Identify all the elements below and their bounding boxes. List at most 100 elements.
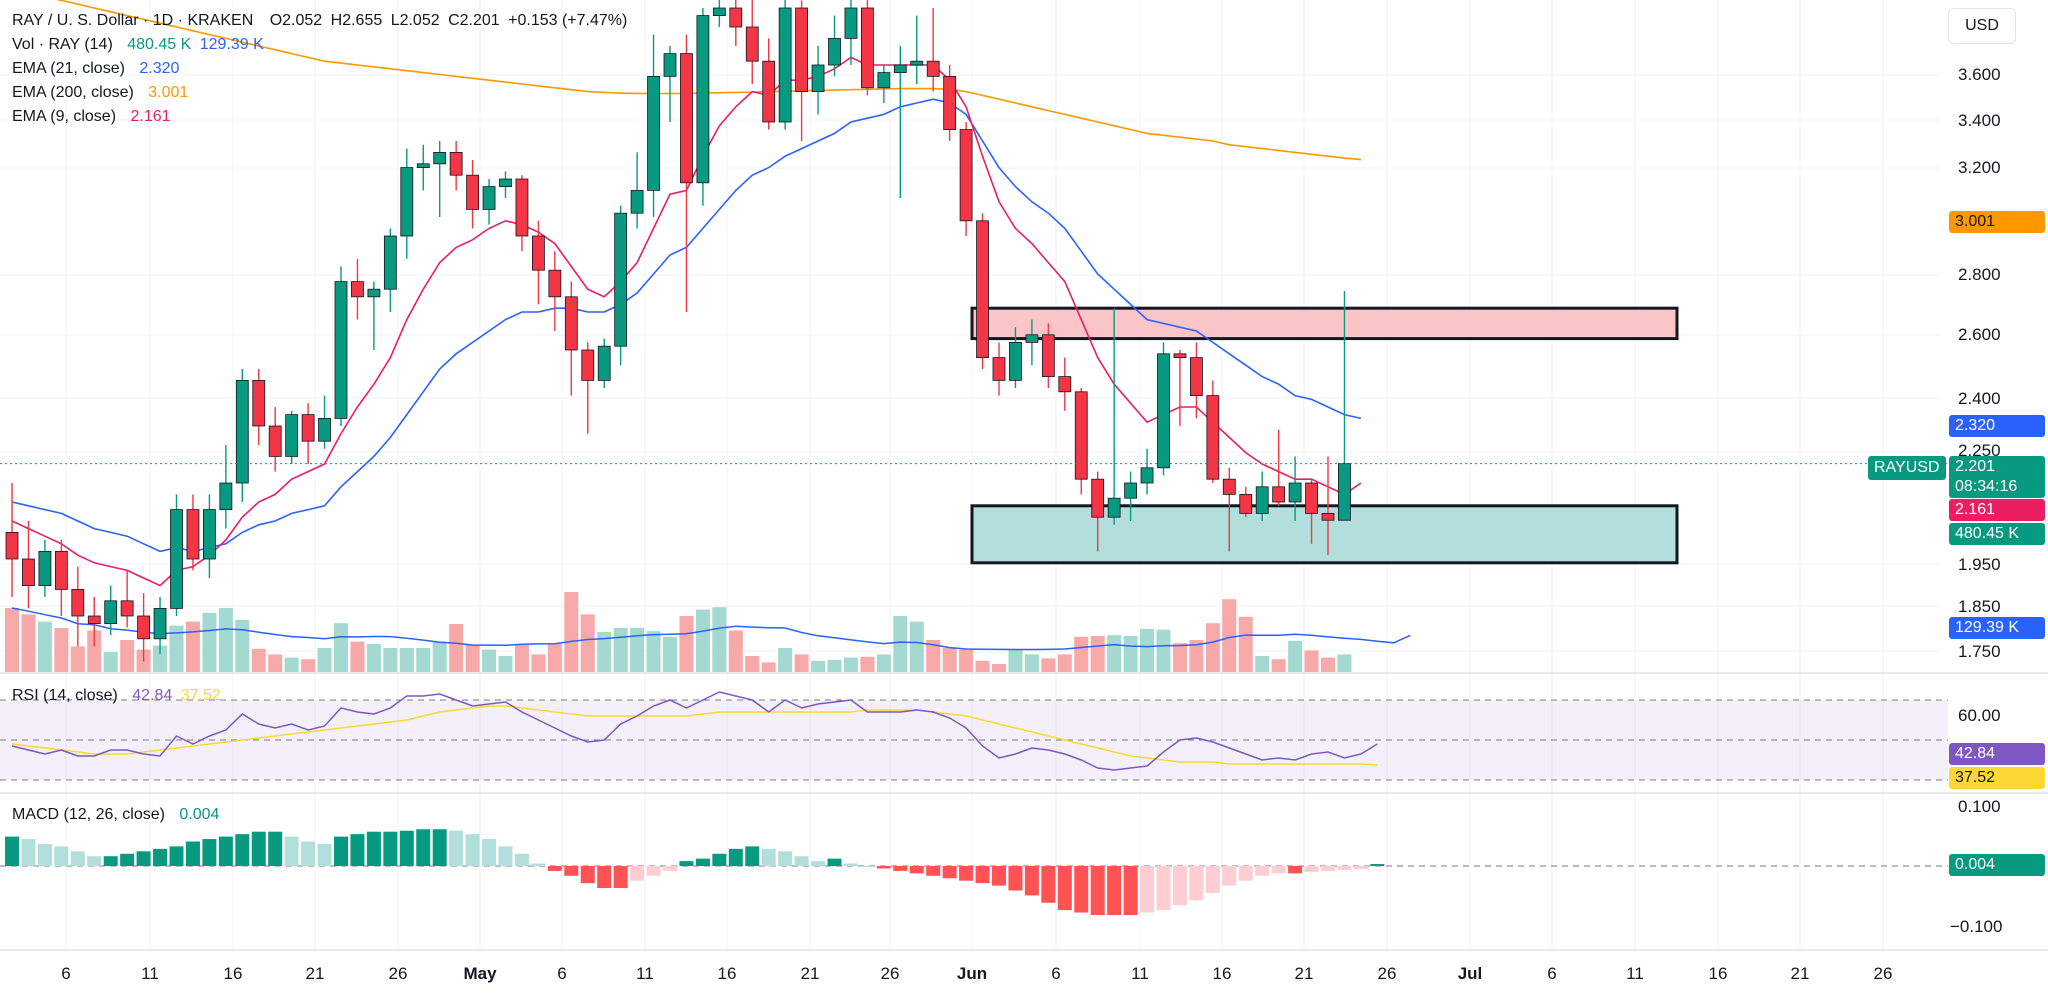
time-tick: 11: [141, 964, 159, 983]
volume-bar: [218, 608, 233, 672]
macd-bar: [1205, 866, 1220, 893]
volume-bar: [21, 614, 36, 672]
time-tick: 26: [1873, 964, 1893, 983]
candle-down: [54, 551, 68, 590]
rsi-axis-label: 42.84: [1949, 743, 2045, 765]
volume-bar: [87, 630, 102, 672]
currency-button[interactable]: USD: [1948, 8, 2016, 44]
candle-up: [400, 167, 414, 237]
macd-bar: [1271, 866, 1286, 874]
time-tick: 26: [880, 964, 900, 983]
candle-up: [104, 600, 118, 624]
candle-down: [1190, 357, 1203, 397]
candle-up: [597, 345, 611, 381]
volume-bar: [630, 628, 645, 672]
volume-bar: [876, 654, 891, 672]
macd-bar: [745, 846, 760, 866]
macd-bar: [597, 866, 612, 889]
vol-legend[interactable]: Vol · RAY (14) 480.45 K 129.39 K: [12, 36, 268, 54]
ema200-legend[interactable]: EMA (200, close) 3.001: [12, 84, 192, 102]
candle-up: [383, 235, 397, 290]
candle-up: [1255, 486, 1269, 514]
candle-up: [235, 379, 249, 484]
time-tick: 6: [1051, 964, 1061, 983]
ema9-axis-label: 2.161: [1949, 499, 2045, 521]
volume-bar: [284, 657, 299, 672]
volume-bar: [1189, 640, 1204, 672]
volume-bar: [5, 608, 19, 672]
volume-bar: [301, 659, 316, 672]
symbol-title[interactable]: RAY / U. S. Dollar · 1D · KRAKEN: [12, 12, 254, 29]
bar-countdown: 08:34:16: [1955, 478, 2018, 495]
candle-down: [745, 26, 759, 62]
macd-bar: [909, 866, 924, 874]
header-legend: RAY / U. S. Dollar · 1D · KRAKEN O2.052 …: [12, 12, 631, 30]
time-tick: 16: [1708, 964, 1728, 983]
price-tick: 2.250: [1958, 441, 2001, 460]
volume-bar: [745, 656, 760, 672]
candle-up: [1140, 467, 1154, 484]
ema9-legend[interactable]: EMA (9, close) 2.161: [12, 108, 175, 126]
macd-bar: [630, 866, 645, 881]
price-tick: 3.200: [1958, 158, 2001, 177]
volume-bar: [794, 654, 809, 672]
candle-down: [1091, 478, 1105, 518]
candle-down: [5, 532, 19, 560]
price-tick: 3.400: [1958, 111, 2001, 130]
candle-up: [844, 7, 858, 39]
macd-bar: [580, 866, 595, 884]
macd-bar: [712, 853, 727, 866]
time-tick: 11: [1131, 964, 1149, 983]
time-tick: 21: [1790, 964, 1810, 983]
volume-bar: [235, 620, 250, 672]
time-tick: 26: [388, 964, 408, 983]
candle-down: [1305, 482, 1318, 514]
candle-down: [1041, 334, 1055, 377]
volume-bar: [695, 609, 710, 672]
candle-up: [877, 72, 891, 89]
candle-up: [170, 509, 183, 609]
volume-bar: [1205, 623, 1220, 672]
volume-bar: [1041, 658, 1056, 672]
macd-bar: [1057, 866, 1072, 911]
macd-legend[interactable]: MACD (12, 26, close) 0.004: [12, 806, 223, 824]
last-price-label: 2.201 08:34:16: [1949, 456, 2045, 498]
macd-bar: [120, 853, 135, 866]
volume-bar: [169, 625, 184, 672]
rsi-ma-line: [11, 705, 1378, 766]
macd-tick: 0.100: [1958, 797, 2001, 816]
macd-bar: [1024, 866, 1039, 896]
macd-bar: [992, 866, 1006, 886]
ema21-legend[interactable]: EMA (21, close) 2.320: [12, 60, 183, 78]
symbol-axis-label: RAYUSD: [1868, 456, 1946, 480]
rsi-legend[interactable]: RSI (14, close) 42.84 37.52: [12, 687, 225, 705]
macd-bar: [1074, 866, 1089, 913]
volume-bar: [120, 640, 135, 672]
ema21-axis-label: 2.320: [1949, 415, 2045, 437]
ema9-value: 2.161: [130, 108, 171, 125]
rsi-tick: 60.00: [1958, 706, 2001, 725]
candle-down: [926, 60, 940, 77]
volume-bar: [1057, 654, 1072, 672]
candle-down: [1058, 376, 1072, 393]
candle-up: [367, 288, 381, 298]
macd-bar: [334, 836, 348, 866]
candle-down: [449, 151, 463, 176]
volume-bar: [1107, 635, 1122, 672]
time-tick: 11: [636, 964, 654, 983]
candle-down: [992, 357, 1006, 381]
volume-bar: [449, 624, 464, 672]
time-tick: 21: [305, 964, 325, 983]
macd-bar: [1337, 866, 1352, 870]
resistance-zone: [970, 306, 1679, 341]
candle-up: [1288, 482, 1302, 503]
macd-bar: [5, 836, 19, 866]
macd-bar: [1238, 866, 1253, 881]
price-tick: 1.950: [1958, 555, 2001, 574]
rsi-ma-value: 37.52: [180, 687, 221, 704]
macd-bar: [482, 839, 497, 866]
candle-up: [334, 281, 348, 419]
volume-bar: [383, 648, 398, 672]
candle-up: [153, 608, 167, 640]
